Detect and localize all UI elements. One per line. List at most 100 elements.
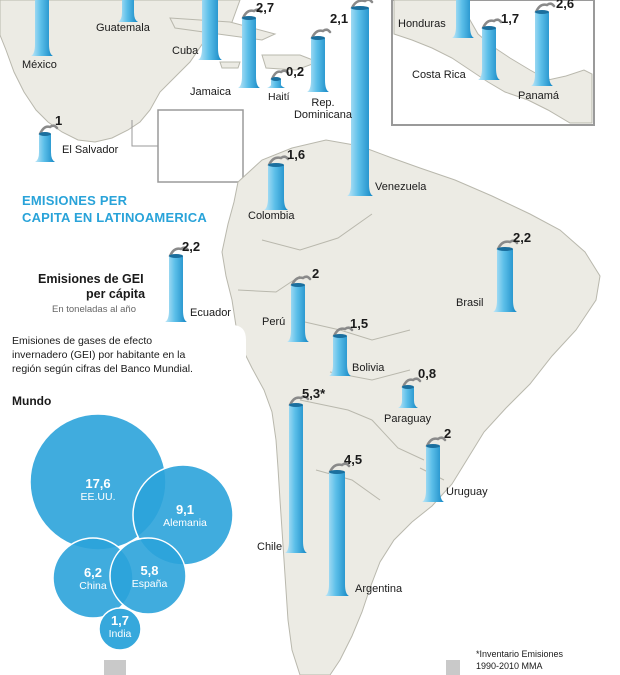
- chimney-top-venezuela: [351, 6, 369, 10]
- chimney-body-bolivia: [329, 336, 351, 376]
- title-line-2: CAPITA EN LATINOAMERICA: [22, 210, 207, 225]
- country-value-haiti: 0,2: [286, 64, 305, 79]
- chimney-body-legend: [165, 256, 187, 322]
- bubble-value-eeuu: 17,6: [85, 476, 111, 491]
- chimney-group: [31, 0, 556, 596]
- country-name-el-salvador: El Salvador: [62, 144, 119, 156]
- chimney-cuba: [198, 0, 222, 60]
- chimney-body-venezuela: [347, 8, 373, 196]
- bubble-label-espana: 5,8 España: [122, 563, 177, 590]
- map-locator-box: [157, 109, 244, 183]
- chimney-bolivia: [329, 326, 354, 376]
- country-name-rep-dominicana: Rep. Dominicana: [293, 97, 353, 121]
- chimney-top-rep-dominicana: [311, 36, 325, 40]
- chimney-smoke-panama: [534, 2, 556, 14]
- chimney-smoke-rep-dominicana: [310, 28, 332, 40]
- chimney-colombia: [264, 155, 290, 210]
- chimney-smoke-chile: [288, 395, 310, 407]
- country-name-paraguay: Paraguay: [384, 413, 432, 425]
- country-name-haiti: Haití: [268, 91, 290, 103]
- country-name-cuba: Cuba: [172, 45, 199, 57]
- chimney-smoke-el-salvador: [38, 124, 59, 136]
- country-name-venezuela: Venezuela: [375, 181, 427, 193]
- legend-title-line-2: per cápita: [86, 287, 146, 301]
- map-jamaica: [219, 61, 241, 69]
- chimney-body-colombia: [264, 165, 288, 210]
- chimney-smoke-venezuela: [350, 0, 374, 10]
- description-line-1: Emisiones de gases de efecto: [12, 335, 153, 347]
- chimney-body-cuba: [198, 0, 222, 60]
- chimney-top-paraguay: [402, 385, 414, 389]
- bottom-chimney-left: [104, 660, 126, 675]
- legend-title-line-1: Emisiones de GEI: [38, 272, 144, 286]
- chimney-body-mexico: [31, 0, 53, 56]
- country-name-uruguay: Uruguay: [446, 486, 488, 498]
- footnote-line-1: *Inventario Emisiones: [476, 649, 564, 659]
- world-heading: Mundo: [12, 394, 52, 408]
- bubble-value-alemania: 9,1: [175, 502, 195, 517]
- chimney-top-chile: [289, 403, 303, 407]
- country-name-chile: Chile: [257, 541, 283, 553]
- bubble-label-eeuu: 17,6 EE.UU.: [68, 476, 128, 503]
- chimney-top-argentina: [329, 470, 345, 474]
- footnote-line-2: 1990-2010 MMA: [476, 661, 543, 671]
- bubble-value-china: 6,2: [83, 565, 103, 580]
- chimney-body-argentina: [325, 472, 349, 596]
- chimney-top-peru: [291, 283, 305, 287]
- chimney-top-costa-rica: [482, 26, 496, 30]
- chimney-top-uruguay: [426, 444, 440, 448]
- chimney-honduras: [452, 0, 474, 38]
- chimney-top-colombia: [268, 163, 284, 167]
- chimney-top-haiti: [271, 77, 281, 81]
- chimney-body-costa-rica: [478, 28, 500, 80]
- bubble-name-eeuu: EE.UU.: [80, 491, 116, 503]
- country-name-ecuador: Ecuador: [190, 307, 231, 319]
- description-line-3: región según cifras del Banco Mundial.: [12, 363, 193, 375]
- chimney-argentina: [325, 462, 351, 596]
- country-value-chile: 5,3*: [302, 386, 326, 401]
- chimney-smoke-uruguay: [425, 436, 447, 448]
- chimney-paraguay: [398, 377, 422, 408]
- country-name-jamaica: Jamaica: [190, 86, 231, 98]
- chimney-top-el-salvador: [39, 132, 51, 136]
- chimney-jamaica: [238, 8, 263, 88]
- chimney-body-uruguay: [422, 446, 444, 502]
- bubble-name-china: China: [79, 580, 107, 592]
- chimney-el-salvador: [35, 124, 59, 162]
- chimney-body-jamaica: [238, 18, 260, 88]
- chimney-body-paraguay: [398, 387, 418, 408]
- chimney-top-panama: [535, 10, 549, 14]
- country-value-paraguay: 0,8: [418, 366, 437, 381]
- chimney-smoke-legend: [168, 246, 190, 258]
- map-hispaniola: [261, 54, 320, 71]
- chimney-rep-dominicana: [307, 28, 332, 92]
- chimney-smoke-argentina: [328, 462, 351, 474]
- chimney-body-brasil: [493, 249, 517, 312]
- chimney-haiti: [267, 69, 290, 88]
- chimney-peru: [287, 275, 312, 342]
- country-name-guatemala: Guatemala: [96, 22, 150, 34]
- world-bubbles: [29, 413, 234, 651]
- chimney-body-peru: [287, 285, 309, 342]
- chimney-body-el-salvador: [35, 134, 55, 162]
- chimney-venezuela: [347, 0, 374, 196]
- chimney-top-bolivia: [333, 334, 347, 338]
- chimney-uruguay: [422, 436, 447, 502]
- bubble-label-india: 1,7 India: [100, 613, 140, 640]
- chimney-top-brasil: [497, 247, 513, 251]
- chimney-guatemala: [118, 0, 138, 22]
- chimney-mexico: [31, 0, 53, 56]
- map-mexico-central-america: [0, 0, 241, 143]
- bubble-label-alemania: 9,1 Alemania: [150, 502, 220, 529]
- bubble-india: [98, 607, 142, 651]
- country-value-peru: 2: [312, 266, 320, 281]
- bubble-value-india: 1,7: [110, 613, 130, 628]
- bottom-chimney-right: [446, 660, 460, 675]
- chimney-body-chile: [285, 405, 307, 553]
- chimney-smoke-costa-rica: [481, 18, 503, 30]
- country-name-honduras: Honduras: [398, 18, 446, 30]
- chimney-brasil: [493, 239, 519, 312]
- country-value-jamaica: 2,7: [256, 0, 275, 15]
- chimney-top-jamaica: [242, 16, 256, 20]
- country-name-costa-rica: Costa Rica: [412, 69, 466, 81]
